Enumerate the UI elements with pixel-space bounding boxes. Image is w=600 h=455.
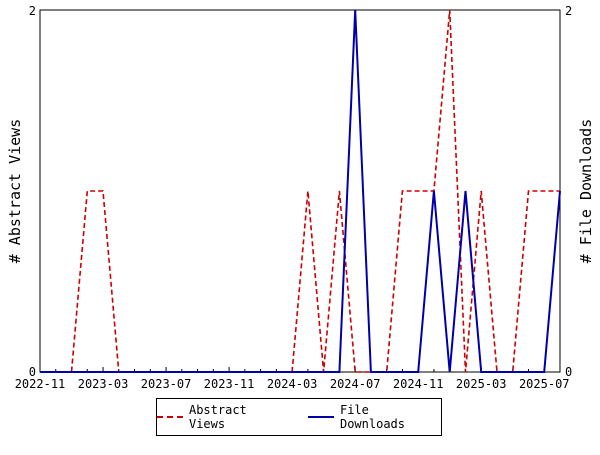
series-layer [40, 9, 561, 373]
x-tick-label: 2023-07 [141, 377, 192, 391]
legend-swatch-file-downloads [308, 416, 334, 418]
series-line-file-downloads [40, 9, 561, 373]
legend-item-abstract-views: Abstract Views [157, 403, 290, 431]
x-tick-label: 2024-03 [267, 377, 318, 391]
y-axis-label-left: # Abstract Views [6, 119, 24, 264]
legend-swatch-abstract-views [157, 416, 183, 418]
x-tick-label: 2023-11 [204, 377, 255, 391]
x-tick-label: 2025-03 [456, 377, 507, 391]
legend-item-file-downloads: File Downloads [308, 403, 441, 431]
y-tick-right-bottom: 0 [565, 365, 572, 379]
y-axis-label-right: # File Downloads [577, 119, 595, 264]
x-tick-label: 2023-03 [78, 377, 129, 391]
legend-label-file-downloads: File Downloads [339, 403, 405, 431]
y-tick-left-bottom: 0 [29, 365, 36, 379]
x-tick-label: 2025-07 [519, 377, 570, 391]
legend-label-abstract-views: Abstract Views [188, 403, 247, 431]
chart-legend: Abstract Views File Downloads [156, 398, 442, 436]
x-tick-label: 2022-11 [15, 377, 66, 391]
y-tick-right-top: 2 [565, 4, 572, 18]
y-tick-left-top: 2 [29, 4, 36, 18]
x-axis-ticks: 2022-11 2023-03 2023-07 2023-11 2024-03 2024-… [15, 367, 570, 391]
series-line-abstract-views [40, 9, 560, 373]
x-tick-label: 2024-11 [393, 377, 444, 391]
x-tick-label: 2024-07 [330, 377, 381, 391]
